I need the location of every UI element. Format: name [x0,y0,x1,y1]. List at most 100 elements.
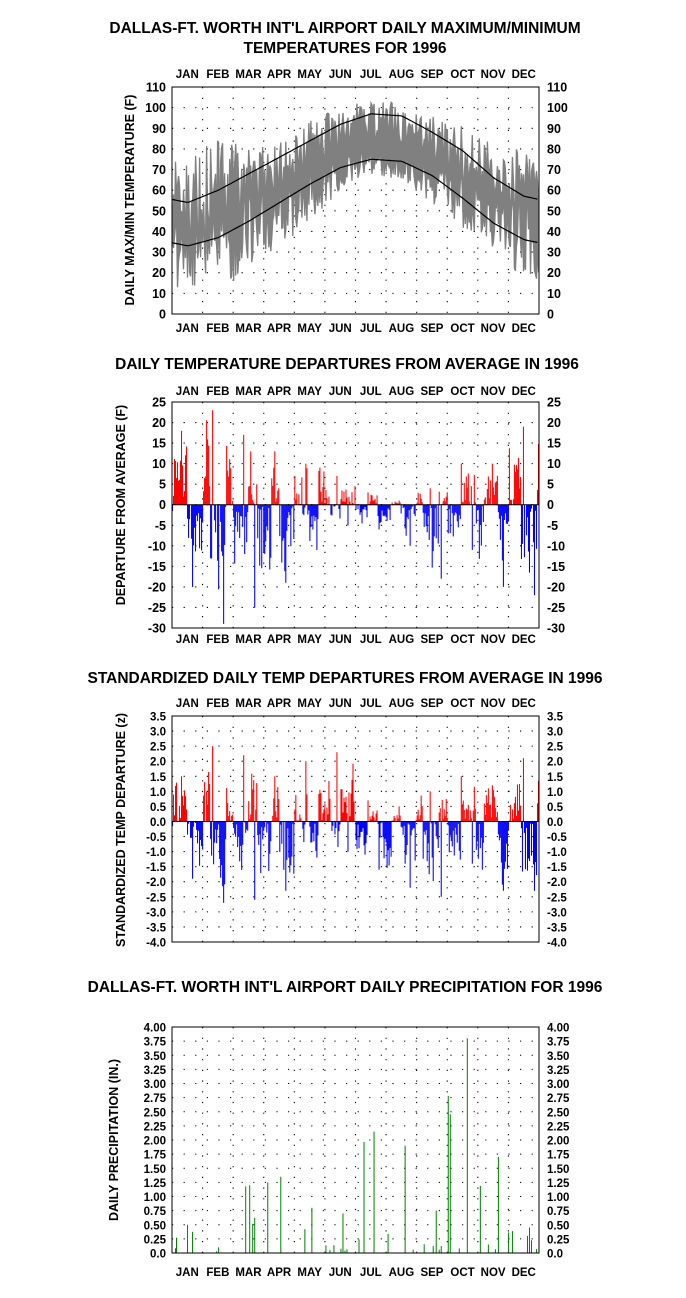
month-label-top: JUL [360,386,382,398]
month-label-bottom: APR [267,323,292,335]
month-label-top: AUG [389,386,415,398]
y-tick-label-right: -4.0 [547,938,567,950]
y-tick-label-left: 30 [152,246,166,260]
y-tick-label-right: -1.0 [547,847,567,859]
y-tick-label-right: 0.25 [547,1234,570,1246]
y-tick-label-left: 60 [152,184,166,198]
y-tick-label-left: 90 [152,122,166,136]
y-tick-label-right: 10 [547,287,561,301]
chart1-y-ticks-right: 0 10 20 30 40 50 60 70 80 90 100 110 [547,81,568,322]
month-label-top: AUG [389,69,415,81]
y-tick-label-right: 60 [547,184,561,198]
chart4-gridlines [172,1027,539,1253]
y-tick-label-right: 110 [547,81,567,95]
y-tick-label-left: -0.5 [146,832,166,844]
y-tick-label-right: 0 [547,308,554,322]
month-label-bottom: OCT [450,1267,474,1279]
y-tick-label-left: 0.0 [150,1249,166,1261]
normal-max-line [172,113,538,203]
month-label-top: MAY [297,69,322,81]
y-tick-label-left: 5 [159,478,166,492]
normal-min-line [172,158,538,247]
month-label-bottom: FEB [206,634,229,646]
chart1-y-axis-label: DAILY MAX/MIN TEMPERATURE (F) [123,95,137,306]
y-tick-label-left: 3.00 [144,1079,166,1091]
chart2-y-ticks-right: 25 20 15 10 5 0 -5 -10 -15 -20 -25 -30 [547,396,565,636]
chart3-y-ticks-right: 3.5 3.0 2.5 2.0 1.5 1.0 0.5 0.0 -0.5 -1.0 -1.5 -2.0… [547,712,567,950]
month-label-top: NOV [481,386,506,398]
y-tick-label-left: 20 [152,416,166,430]
month-label-top: DEC [512,698,536,710]
y-tick-label-left: 0 [159,308,166,322]
y-tick-label-left: 2.00 [144,1136,166,1148]
y-tick-label-left: -2.0 [146,877,166,889]
month-label-top: JUN [329,698,352,710]
y-tick-label-left: 20 [152,266,166,280]
month-label-top: OCT [450,698,474,710]
chart1-title-line1: DALLAS-FT. WORTH INT'L AIRPORT DAILY MAX… [109,20,580,37]
y-tick-label-left: 80 [152,142,166,156]
month-label-bottom: APR [267,1267,292,1279]
month-label-bottom: MAY [297,323,322,335]
chart1-y-ticks-left: 0 10 20 30 40 50 60 70 80 90 100 110 [145,81,166,322]
month-label-top: MAR [235,69,262,81]
y-tick-label-right: 3.50 [547,1051,569,1063]
y-tick-label-right: -30 [547,622,565,636]
y-tick-label-right: 0 [547,498,554,512]
y-tick-label-right: 15 [547,437,561,451]
y-tick-label-left: -3.5 [146,922,166,934]
month-label-top: SEP [420,698,443,710]
y-tick-label-right: -10 [547,539,565,553]
y-tick-label-left: 3.50 [144,1051,166,1063]
chart2-y-ticks-left: 25 20 15 10 5 0 -5 -10 -15 -20 -25 -30 [148,396,166,636]
month-label-top: OCT [450,69,474,81]
chart2-data-layer [171,410,540,624]
y-tick-label-left: 100 [145,101,166,115]
y-tick-label-right: 3.5 [547,712,564,724]
y-tick-label-left: 3.75 [144,1037,167,1049]
chart2-plot-frame [171,401,540,629]
y-tick-label-right: 30 [547,246,561,260]
y-tick-label-left: -15 [148,560,166,574]
chart4-y-axis-label: DAILY PRECIPITATION (IN.) [107,1059,121,1221]
y-tick-label-right: 5 [547,478,554,492]
y-tick-label-right: 1.75 [547,1150,570,1162]
month-label-top: AUG [389,698,415,710]
y-tick-label-right: 1.00 [547,1192,569,1204]
y-tick-label-right: 4.00 [547,1023,569,1035]
y-tick-label-left: 70 [152,163,166,177]
month-label-bottom: AUG [389,323,415,335]
chart3-y-axis-label: STANDARDIZED TEMP DEPARTURE (z) [114,713,128,947]
y-tick-label-left: 1.50 [144,1164,166,1176]
chart3-title: STANDARDIZED DAILY TEMP DEPARTURES FROM … [87,670,602,687]
y-tick-label-left: -20 [148,580,166,594]
y-tick-label-right: 2.50 [547,1107,569,1119]
month-label-top: APR [267,698,292,710]
month-label-bottom: DEC [512,323,536,335]
chart2-month-labels-bottom: JAN FEB MAR APR MAY JUN JUL AUG SEP OCT NOV DEC [176,634,536,646]
chart3-data-layer [171,746,540,903]
chart2-gridlines [172,402,539,628]
month-label-bottom: AUG [389,1267,415,1279]
y-tick-label-right: 40 [547,225,561,239]
month-label-top: JAN [176,386,199,398]
chart2-title: DAILY TEMPERATURE DEPARTURES FROM AVERAG… [115,356,579,373]
chart2-month-labels-top: JAN FEB MAR APR MAY JUN JUL AUG SEP OCT NOV DEC [176,386,536,398]
month-label-top: NOV [481,698,506,710]
month-label-top: JUN [329,69,352,81]
month-label-top: MAR [235,698,262,710]
month-label-bottom: SEP [420,323,443,335]
y-tick-label-right: 2.00 [547,1136,569,1148]
y-tick-label-right: 3.75 [547,1037,570,1049]
month-label-top: FEB [206,69,229,81]
y-tick-label-right: 1.0 [547,787,563,799]
y-tick-label-left: 2.25 [144,1121,167,1133]
y-tick-label-left: -5 [155,519,166,533]
chart-max-min-temperature: DALLAS-FT. WORTH INT'L AIRPORT DAILY MAX… [109,20,580,335]
y-tick-label-right: 20 [547,266,561,280]
month-label-bottom: JUL [360,323,382,335]
month-label-bottom: JUL [360,634,382,646]
y-tick-label-left: -30 [148,622,166,636]
month-label-bottom: AUG [389,634,415,646]
month-label-top: MAR [235,386,262,398]
